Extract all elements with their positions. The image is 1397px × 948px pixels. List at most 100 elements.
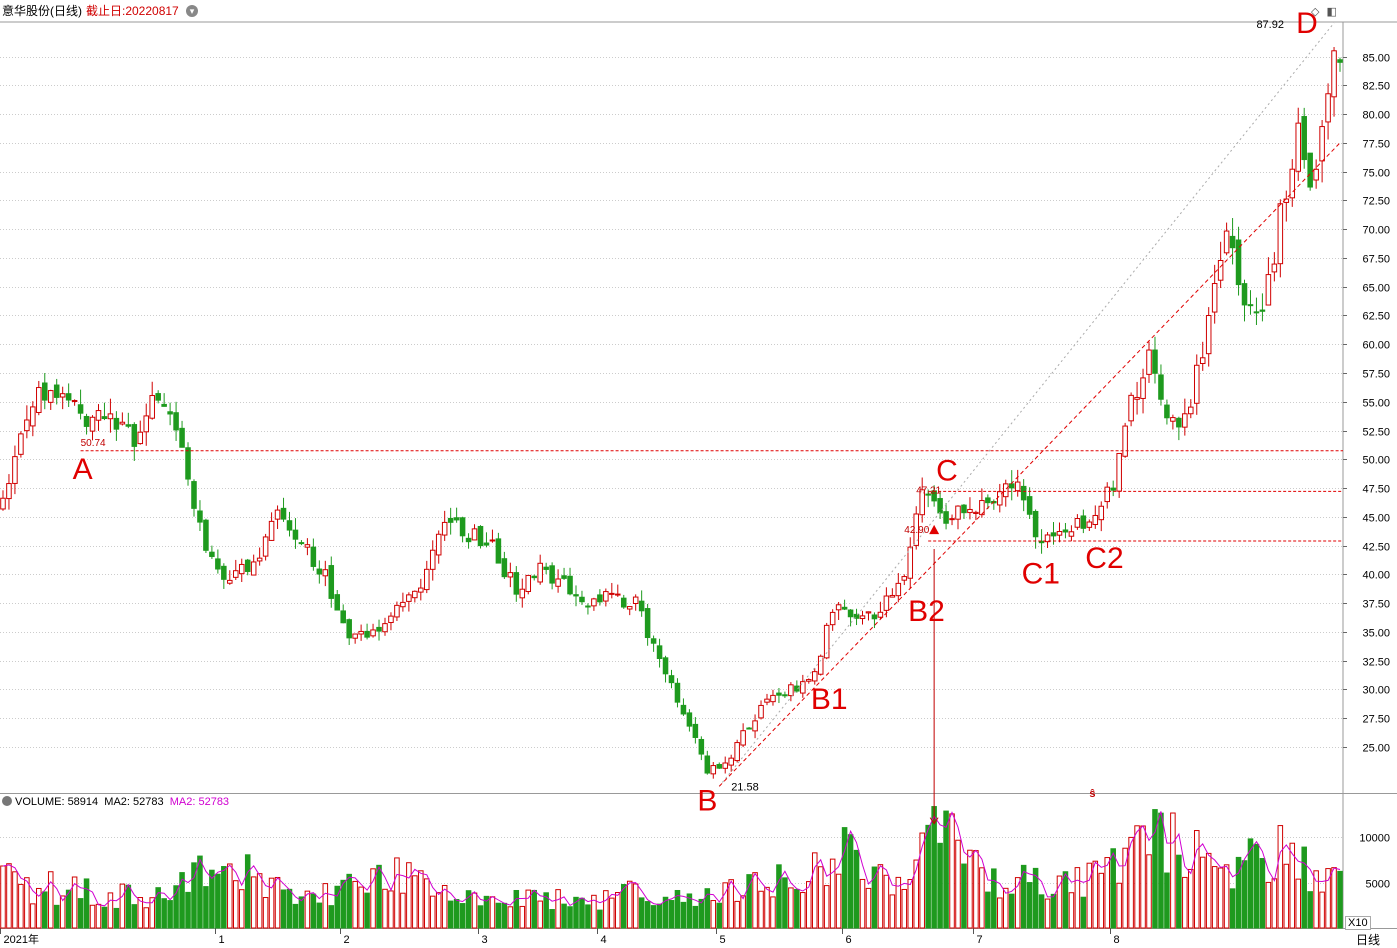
volume-bar — [143, 907, 150, 929]
volume-bar — [215, 873, 221, 929]
price-tick-label: 85.00 — [1362, 53, 1390, 65]
price-candle — [179, 427, 185, 448]
price-candle — [441, 521, 448, 536]
price-candle — [800, 681, 806, 694]
volume-bar — [1128, 836, 1134, 929]
price-candle — [1319, 126, 1325, 162]
volume-bar — [209, 869, 215, 929]
volume-ma2-colored: MA2: 52783 — [169, 796, 230, 808]
price-tick-label: 80.00 — [1362, 110, 1390, 122]
pattern-label: B1 — [811, 683, 848, 716]
price-candle — [435, 533, 442, 556]
volume-bar — [1158, 812, 1164, 929]
volume-bar — [615, 892, 621, 929]
volume-bar — [203, 886, 209, 929]
volume-bar — [1062, 871, 1069, 929]
volume-bar — [131, 904, 138, 929]
volume-bar — [758, 890, 764, 929]
price-candle — [603, 591, 609, 602]
volume-bar — [185, 891, 191, 929]
price-candle — [221, 565, 227, 580]
price-candle — [871, 614, 878, 620]
price-candle — [817, 655, 824, 675]
price-candle — [1301, 116, 1307, 161]
price-candle — [1062, 529, 1069, 533]
time-tick-label: 1 — [219, 934, 225, 946]
price-candle — [304, 544, 311, 548]
price-candle — [513, 572, 520, 595]
volume-bar — [698, 898, 705, 929]
volume-bar — [489, 896, 496, 929]
volume-bar — [435, 892, 442, 929]
price-tick-label: 37.50 — [1362, 599, 1390, 611]
price-candle — [59, 393, 66, 398]
price-candle — [949, 518, 955, 521]
volume-bar — [573, 896, 579, 929]
volume-bar — [101, 906, 108, 929]
price-candle — [913, 513, 919, 546]
price-candle — [1188, 406, 1194, 415]
volume-bar — [507, 906, 514, 929]
price-candle — [185, 447, 191, 480]
volume-bar — [1008, 893, 1015, 929]
price-candle — [973, 511, 979, 514]
price-candle — [334, 594, 341, 611]
price-candle — [638, 600, 645, 612]
pattern-label: B2 — [908, 595, 945, 628]
volume-bar — [883, 874, 890, 929]
volume-bar — [973, 850, 979, 929]
price-mark: 50.74 — [81, 438, 106, 449]
price-candle — [447, 517, 454, 523]
panel-toggle-icon[interactable]: ◧ — [1326, 6, 1337, 18]
pattern-label: C1 — [1022, 557, 1060, 590]
volume-bar — [483, 895, 490, 929]
price-candle — [549, 565, 555, 584]
volume-bar — [650, 905, 657, 929]
price-candle — [352, 633, 358, 639]
volume-bar — [1259, 858, 1266, 929]
price-candle — [215, 558, 221, 570]
price-candle — [907, 546, 914, 579]
volume-bar — [221, 866, 227, 929]
volume-bar — [1140, 825, 1146, 929]
volume-bar — [370, 868, 376, 929]
price-candle — [382, 623, 388, 633]
volume-bar — [889, 894, 896, 929]
price-candle — [1092, 514, 1099, 525]
price-candle — [36, 387, 42, 413]
price-candle — [740, 730, 746, 746]
volume-bar — [949, 813, 955, 929]
volume-bar — [913, 859, 919, 929]
volume-scale-label[interactable]: X10 — [1345, 916, 1371, 930]
price-candle — [310, 546, 317, 567]
diamond-icon[interactable]: ◇ — [1311, 6, 1320, 18]
volume-bar — [1134, 825, 1140, 929]
volume-bar — [238, 889, 245, 929]
volume-bar — [1038, 894, 1045, 929]
volume-bar — [955, 839, 961, 929]
period-label[interactable]: 日线 — [1356, 933, 1381, 947]
price-candle — [101, 416, 108, 420]
price-candle — [525, 574, 532, 592]
price-candle — [429, 549, 436, 570]
price-candle — [47, 390, 54, 403]
price-candle — [191, 481, 197, 509]
price-candle — [782, 694, 788, 697]
volume-tick-label: 10000 — [1359, 833, 1390, 845]
price-candle — [704, 755, 711, 774]
price-candle — [83, 415, 90, 427]
trendline — [718, 22, 1335, 787]
price-candle — [286, 520, 293, 531]
volume-bar — [794, 888, 800, 929]
price-candle — [692, 723, 699, 738]
price-candle — [262, 536, 269, 557]
price-candle — [823, 624, 830, 659]
price-candle — [53, 384, 60, 398]
volume-menu-icon[interactable] — [2, 796, 12, 806]
price-candle — [1307, 152, 1313, 188]
price-candle — [238, 563, 245, 575]
price-tick-label: 27.50 — [1362, 714, 1390, 726]
chevron-down-icon[interactable]: ▾ — [186, 5, 198, 17]
